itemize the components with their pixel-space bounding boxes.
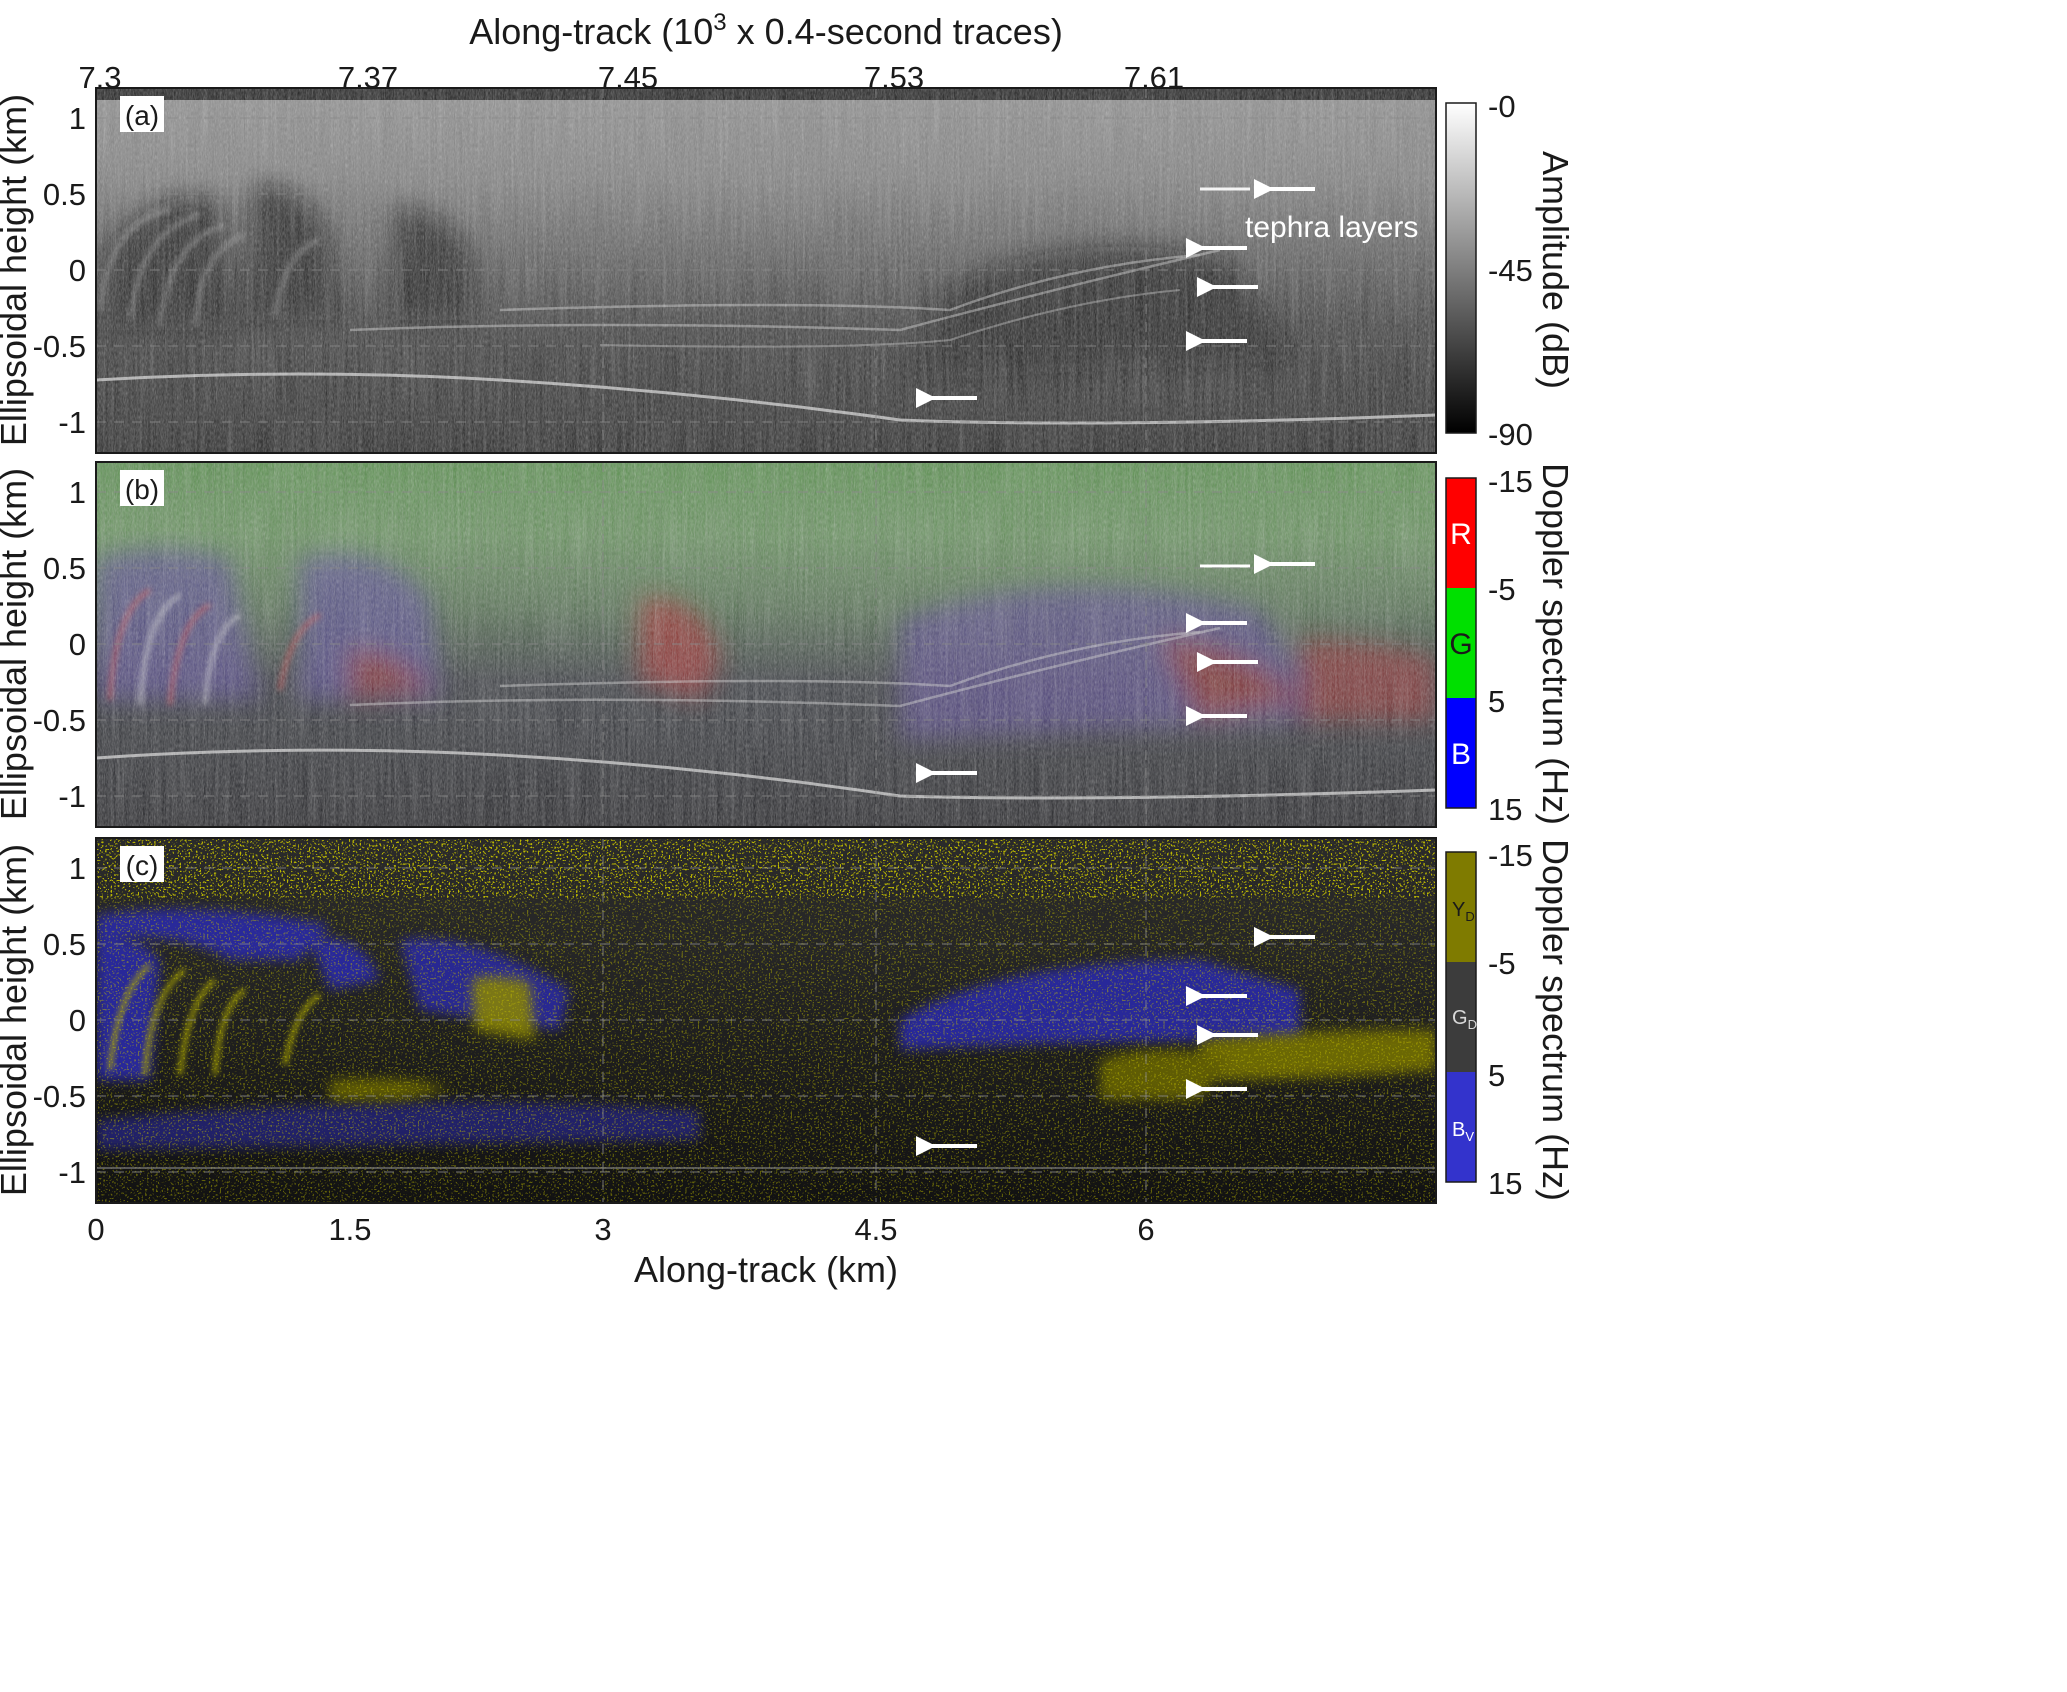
bottom-tick-label: 4.5 [854,1212,897,1247]
colorbar-segment-label: B [1451,738,1471,771]
panel-a-arrows [916,179,1315,408]
y-tick-label: 0.5 [43,551,86,586]
panel-a-tag: (a) [125,100,159,131]
y-tick-label: 1 [69,475,86,510]
colorbar-tick: -5 [1488,946,1516,981]
y-tick-label: 0 [69,1003,86,1038]
colorbar-tick: -5 [1488,572,1516,607]
bottom-tick-label: 1.5 [328,1212,371,1247]
panel-b-frame [95,461,1437,828]
colorbar-label: Amplitude (dB) [1535,151,1576,389]
panel-a-frame [95,87,1437,454]
bottom-tick-label: 6 [1137,1212,1154,1247]
top-axis-label: Along-track (103 x 0.4-second traces) [469,9,1063,52]
bottom-tick-label: 3 [594,1212,611,1247]
y-tick-label: 0 [69,253,86,288]
y-tick-label: -1 [58,1155,86,1190]
panel-c-grid [96,838,1436,1203]
y-tick-label: 1 [69,851,86,886]
panel-a: (a) tephra layers 1 0.5 0 -0.5 -1 Ellips… [0,87,1576,454]
colorbar-tick: -45 [1488,253,1533,288]
panel-b-arrows [916,554,1315,783]
panel-b-ylabel: Ellipsoidal height (km) [0,468,34,820]
colorbar-segment-label: YD [1452,899,1475,924]
colorbar-segment-label: G [1449,628,1472,661]
y-tick-label: 0.5 [43,927,86,962]
y-tick-label: 1 [69,101,86,136]
panel-c-yticks: 1 0.5 0 -0.5 -1 [33,851,86,1190]
colorbar-tick: -15 [1488,838,1533,873]
colorbar-segment-label: GD [1452,1007,1477,1032]
panel-a-tag-box [120,96,164,132]
panel-b-tag: (b) [125,474,159,505]
bottom-axis-ticks: 0 1.5 3 4.5 6 [87,1212,1154,1247]
panel-a-grid [96,88,1436,453]
colorbar-tick: 5 [1488,1058,1505,1093]
y-tick-label: -0.5 [33,1079,86,1114]
y-tick-label: -0.5 [33,703,86,738]
y-tick-label: -1 [58,779,86,814]
panel-a-colorbar: -0 -45 -90 Amplitude (dB) [1445,89,1576,452]
panel-c-arrows [916,927,1315,1156]
colorbar-segment-label: R [1450,518,1472,551]
colorbar-tick: 15 [1488,792,1522,827]
colorbar-tick: 5 [1488,684,1505,719]
colorbar-tick: -90 [1488,417,1533,452]
colorbar-label: Doppler spectrum (Hz) [1535,839,1576,1201]
panel-b-colorbar: R G B -15 -5 5 15 Doppler spectrum (Hz) [1445,463,1576,827]
panel-c-frame [95,837,1437,1204]
y-tick-label: 0.5 [43,177,86,212]
panel-c-tag-box [120,846,164,882]
y-tick-label: 0 [69,627,86,662]
colorbar-tick: -15 [1488,464,1533,499]
colorbar-tick: -0 [1488,89,1516,124]
panel-a-yticks: 1 0.5 0 -0.5 -1 [33,101,86,440]
panel-b-tag-box [120,470,164,506]
panel-b-yticks: 1 0.5 0 -0.5 -1 [33,475,86,814]
y-tick-label: -0.5 [33,329,86,364]
colorbar-label: Doppler spectrum (Hz) [1535,463,1576,825]
panel-c-colorbar: YD GD BV -15 -5 5 15 Doppler spectrum (H… [1445,838,1576,1201]
panel-c-ylabel: Ellipsoidal height (km) [0,844,34,1196]
panel-b-grid [96,462,1436,827]
panel-b: (b) 1 0.5 0 -0.5 -1 Ellipsoidal height (… [0,461,1576,828]
colorbar-segment-label: BV [1452,1119,1474,1144]
bottom-tick-label: 0 [87,1212,104,1247]
bottom-axis-label: Along-track (km) [634,1249,898,1290]
panel-c-tag: (c) [126,850,159,881]
panel-a-ylabel: Ellipsoidal height (km) [0,94,34,446]
colorbar-tick: 15 [1488,1166,1522,1201]
y-tick-label: -1 [58,405,86,440]
panel-c: (c) 1 0.5 0 -0.5 -1 Ellipsoidal height (… [0,837,1576,1204]
tephra-annotation: tephra layers [1245,211,1418,244]
